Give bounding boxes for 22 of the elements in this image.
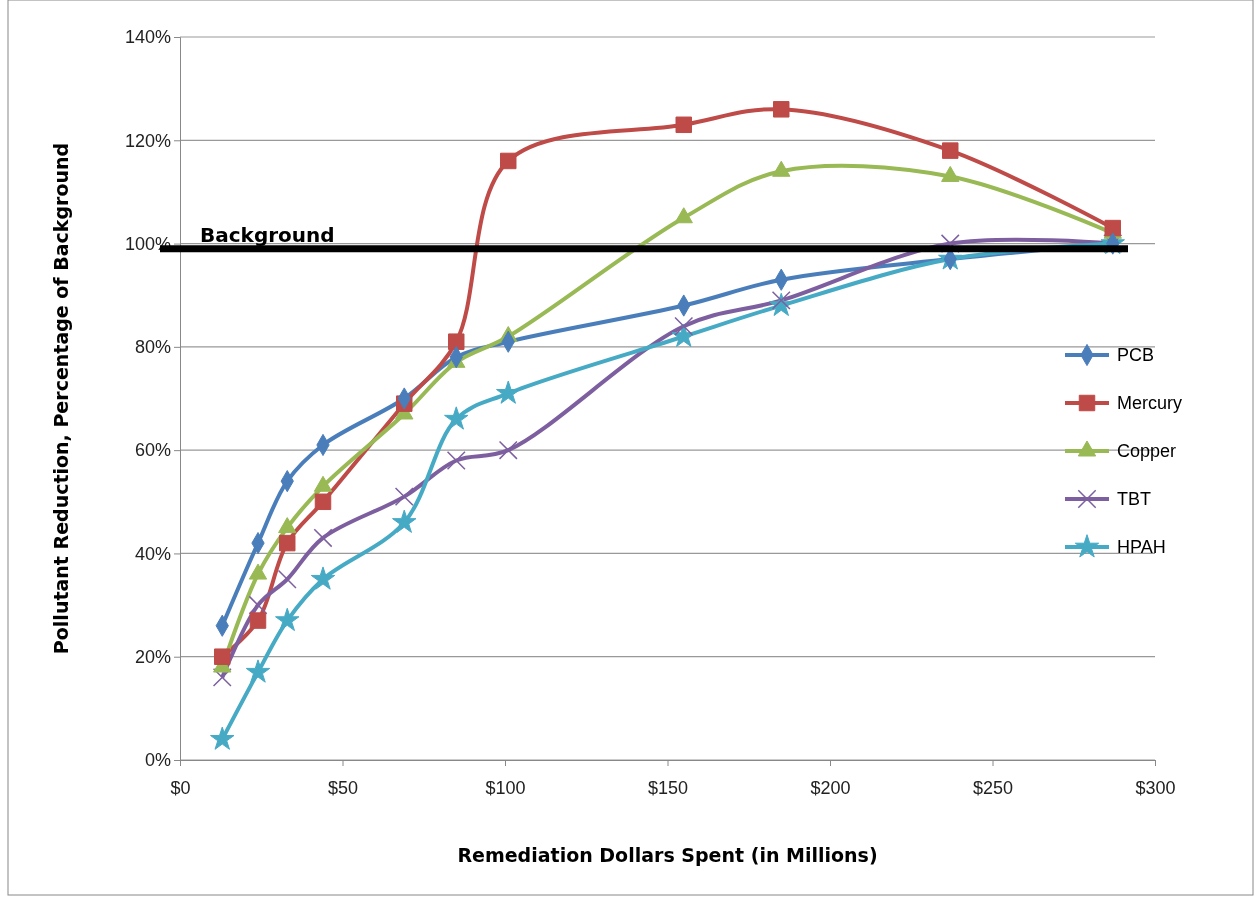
y-tick-label: 120% (124, 130, 171, 151)
y-axis-title: Pollutant Reduction, Percentage of Background (50, 142, 72, 655)
y-tick-label: 80% (134, 337, 171, 358)
y-tick-label: 140% (124, 27, 171, 48)
x-tick-label: $300 (1135, 778, 1176, 799)
x-tick-label: $100 (485, 778, 526, 799)
x-tick-label: $250 (972, 778, 1014, 799)
x-tick-label: $50 (327, 778, 359, 799)
legend-label: Copper (1117, 441, 1177, 461)
legend-label: HPAH (1117, 537, 1166, 557)
y-tick-label: 20% (134, 646, 171, 667)
y-tick-label: 60% (134, 440, 171, 461)
legend-label: PCB (1117, 345, 1155, 365)
y-tick-label: 0% (144, 750, 171, 771)
x-axis-title: Remediation Dollars Spent (in Millions) (457, 844, 878, 866)
x-tick-label: $150 (647, 778, 689, 799)
x-tick-label: $0 (170, 778, 191, 799)
ref-line-label: Background (200, 222, 335, 247)
legend-label: TBT (1117, 489, 1151, 509)
y-tick-label: 40% (134, 543, 171, 564)
x-tick-label: $200 (810, 778, 851, 799)
legend-label: Mercury (1117, 393, 1183, 413)
